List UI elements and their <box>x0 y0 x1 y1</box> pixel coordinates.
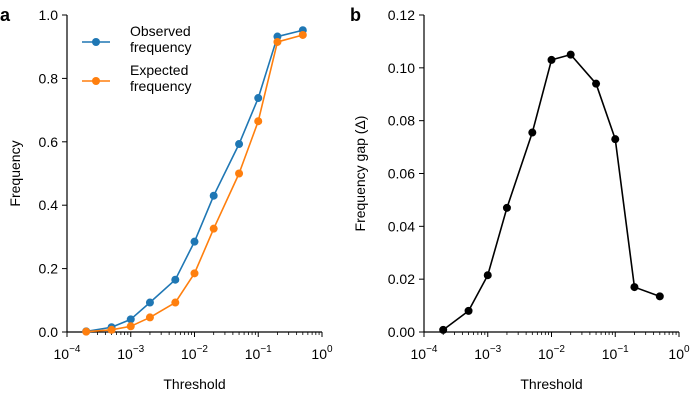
legend-entry: Observed frequency <box>130 23 191 55</box>
data-point <box>592 79 601 88</box>
data-point <box>190 237 199 246</box>
data-point <box>235 169 244 178</box>
x-tick-label: 10−2 <box>538 344 565 362</box>
data-point <box>82 327 91 336</box>
legend-marker <box>92 38 100 46</box>
y-axis-label: Frequency gap (Δ) <box>352 116 368 232</box>
x-tick-label: 10−1 <box>602 344 629 362</box>
y-tick-label: 0.8 <box>39 70 59 86</box>
series-line-0 <box>86 29 304 333</box>
data-point <box>171 298 180 307</box>
data-point <box>145 298 154 307</box>
y-tick-label: 1.0 <box>39 7 59 23</box>
data-point <box>254 94 263 103</box>
data-point <box>547 55 556 64</box>
y-axis-label: Frequency <box>7 140 23 206</box>
x-tick-label: 10−3 <box>474 344 501 362</box>
x-tick-label: 10−1 <box>245 344 272 362</box>
data-point <box>611 135 620 144</box>
y-tick-label: 0.2 <box>39 261 59 277</box>
y-tick-label: 0.08 <box>388 113 415 129</box>
data-point <box>273 37 282 46</box>
data-point <box>171 275 180 284</box>
data-point <box>502 203 511 212</box>
y-tick-label: 0.4 <box>39 197 59 213</box>
data-point <box>209 224 218 233</box>
x-tick-label: 10−4 <box>54 344 81 362</box>
data-point <box>483 271 492 280</box>
y-tick-label: 0.6 <box>39 134 59 150</box>
y-tick-label: 0.10 <box>388 60 415 76</box>
x-axis-label: Threshold <box>520 376 582 392</box>
data-point <box>107 325 116 334</box>
data-point <box>464 306 473 315</box>
x-axis-label: Threshold <box>163 376 225 392</box>
data-point <box>439 325 448 334</box>
x-tick-label: 10−3 <box>117 344 144 362</box>
data-point <box>655 292 664 301</box>
data-point <box>630 283 639 292</box>
panel-a: a 10−4 10−3 10−2 10−1 100 0.0 0.2 0.4 0.6 0.8 1.0 T… <box>0 5 333 392</box>
data-point <box>235 140 244 149</box>
data-point <box>528 128 537 137</box>
legend-entry: Expected frequency <box>130 62 191 94</box>
series-line-0 <box>442 53 661 331</box>
data-point <box>298 30 307 39</box>
legend-marker <box>92 77 100 85</box>
data-point <box>566 50 575 59</box>
data-point <box>190 269 199 278</box>
panel-b-letter: b <box>350 5 361 25</box>
panel-a-letter: a <box>0 5 11 25</box>
panel-b: b 10−4 10−3 10−2 10−1 100 0.00 0.02 0.04 0.06 0.0… <box>350 5 690 392</box>
y-tick-label: 0.12 <box>388 7 415 23</box>
y-tick-label: 0.02 <box>388 271 415 287</box>
x-tick-label: 100 <box>668 344 690 362</box>
series-line-1 <box>86 34 304 333</box>
x-tick-label: 10−2 <box>181 344 208 362</box>
data-point <box>209 191 218 200</box>
y-tick-label: 0.04 <box>388 218 415 234</box>
y-tick-label: 0.06 <box>388 166 415 182</box>
data-point <box>126 322 135 331</box>
data-point <box>145 313 154 322</box>
y-tick-label: 0.00 <box>388 324 415 340</box>
data-point <box>126 315 135 324</box>
x-tick-label: 10−4 <box>411 344 438 362</box>
x-tick-label: 100 <box>311 344 333 362</box>
data-point <box>254 117 263 126</box>
y-tick-label: 0.0 <box>39 324 59 340</box>
